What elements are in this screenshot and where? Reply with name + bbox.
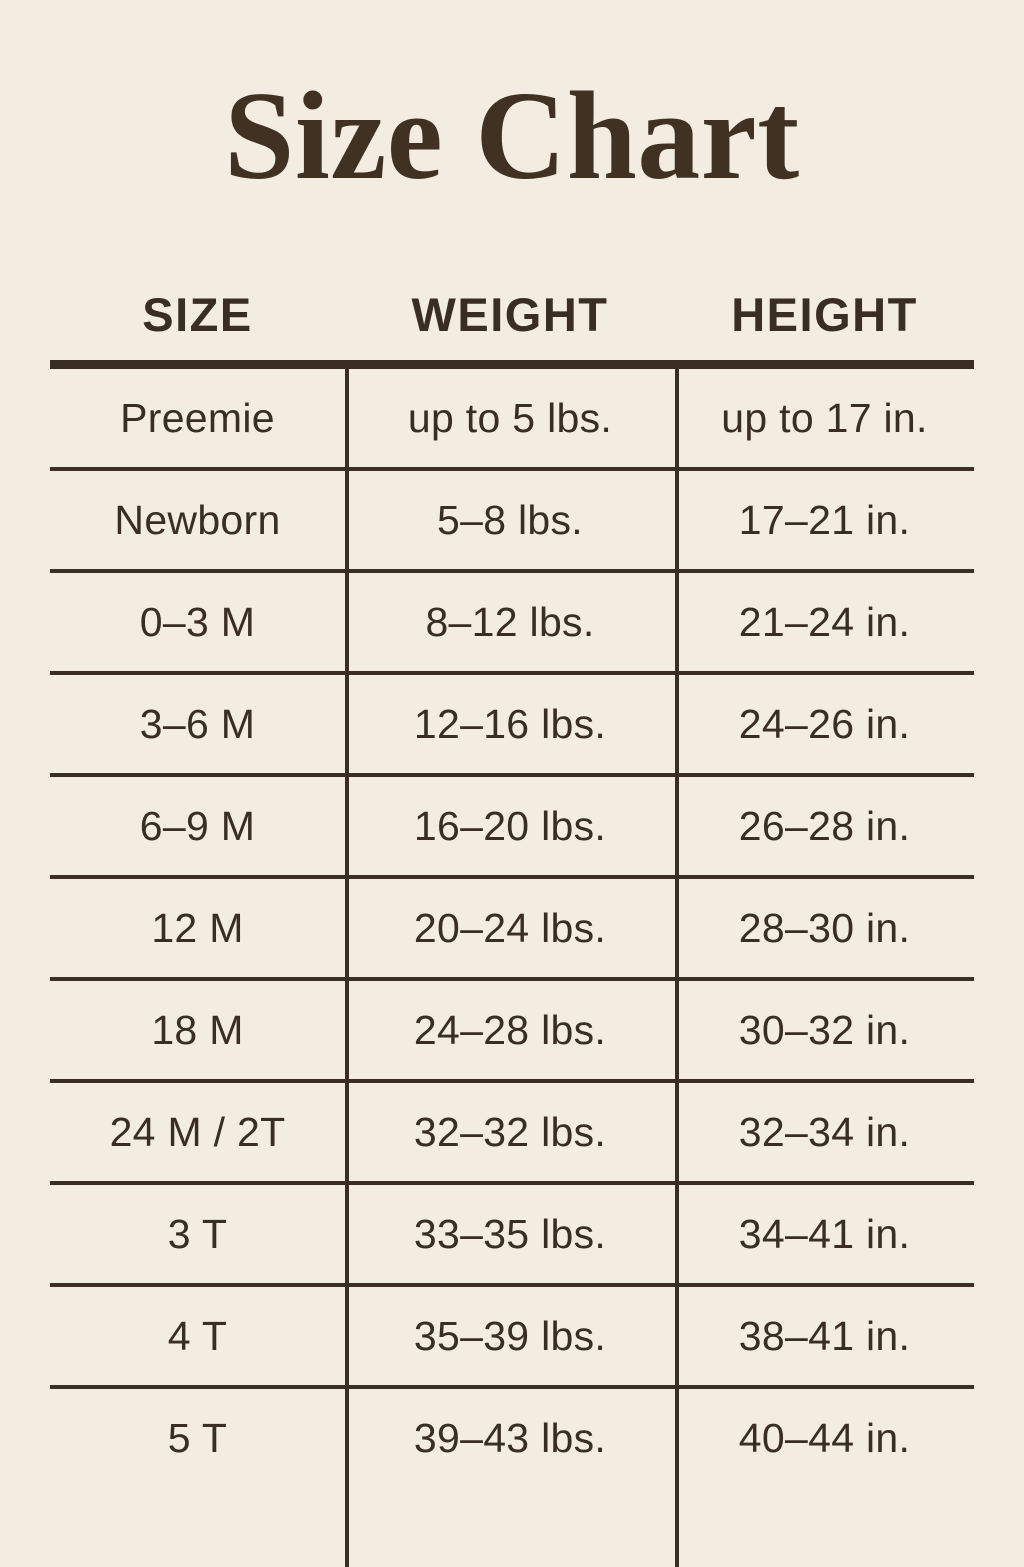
cell-size: 6–9 M [139,802,256,849]
cell-weight: 33–35 lbs. [413,1210,607,1257]
column-header-size: SIZE [142,287,253,341]
column-divider-1 [345,365,349,1567]
cell-weight: 20–24 lbs. [413,904,607,951]
cell-height: 21–24 in. [738,598,911,645]
cell-size: 3 T [167,1210,228,1257]
table-body: Preemie up to 5 lbs. up to 17 in. Newbor… [50,360,974,1567]
size-chart-table: SIZE WEIGHT HEIGHT Preemie up to 5 lbs. … [50,268,974,1567]
table-row: Preemie up to 5 lbs. up to 17 in. [50,365,974,467]
column-header-height: HEIGHT [731,287,918,341]
cell-weight: 39–43 lbs. [413,1414,607,1461]
table-row: 12 M 20–24 lbs. 28–30 in. [50,875,974,977]
cell-weight: up to 5 lbs. [407,394,613,441]
table-row: 5 T 39–43 lbs. 40–44 in. [50,1385,974,1487]
table-row: 18 M 24–28 lbs. 30–32 in. [50,977,974,1079]
cell-size: 12 M [151,904,244,951]
cell-size: 18 M [151,1006,244,1053]
cell-weight: 35–39 lbs. [413,1312,607,1359]
cell-height: 28–30 in. [738,904,911,951]
table-header-row: SIZE WEIGHT HEIGHT [50,268,974,360]
cell-weight: 5–8 lbs. [437,496,583,543]
table-row: Newborn 5–8 lbs. 17–21 in. [50,467,974,569]
cell-weight: 12–16 lbs. [413,700,607,747]
cell-height: up to 17 in. [721,394,928,441]
cell-size: 3–6 M [139,700,256,747]
cell-size: 0–3 M [139,598,256,645]
cell-size: 4 T [167,1312,228,1359]
table-row: 4 T 35–39 lbs. 38–41 in. [50,1283,974,1385]
cell-height: 40–44 in. [738,1414,911,1461]
cell-weight: 24–28 lbs. [413,1006,607,1053]
cell-weight: 8–12 lbs. [425,598,595,645]
cell-height: 17–21 in. [738,496,911,543]
cell-size: 5 T [167,1414,228,1461]
cell-height: 34–41 in. [738,1210,911,1257]
cell-height: 32–34 in. [738,1108,911,1155]
table-row: 0–3 M 8–12 lbs. 21–24 in. [50,569,974,671]
table-row: 6–9 M 16–20 lbs. 26–28 in. [50,773,974,875]
column-header-weight: WEIGHT [411,287,609,341]
cell-size: Newborn [114,496,281,543]
cell-size: Preemie [120,394,275,441]
cell-height: 38–41 in. [738,1312,911,1359]
cell-height: 24–26 in. [738,700,911,747]
cell-height: 30–32 in. [738,1006,911,1053]
cell-weight: 32–32 lbs. [413,1108,607,1155]
cell-size: 24 M / 2T [109,1108,286,1155]
cell-height: 26–28 in. [738,802,911,849]
column-divider-2 [675,365,679,1567]
table-row: 3–6 M 12–16 lbs. 24–26 in. [50,671,974,773]
cell-weight: 16–20 lbs. [413,802,607,849]
table-row: 3 T 33–35 lbs. 34–41 in. [50,1181,974,1283]
table-row: 24 M / 2T 32–32 lbs. 32–34 in. [50,1079,974,1181]
page-title: Size Chart [224,67,800,206]
